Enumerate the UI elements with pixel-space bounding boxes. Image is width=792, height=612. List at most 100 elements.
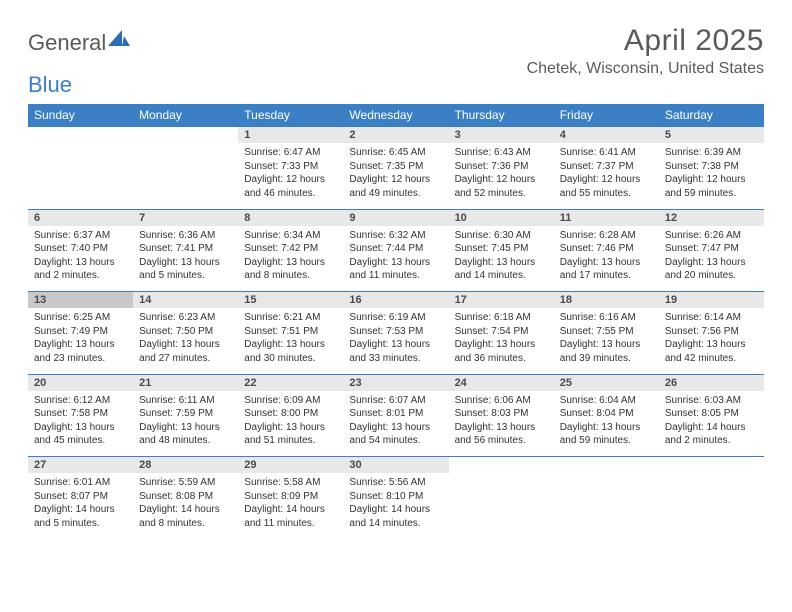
sunrise-line: Sunrise: 5:56 AM (349, 476, 442, 490)
day-number-cell: 15 (238, 292, 343, 309)
day-number-cell: 11 (554, 209, 659, 226)
day-number-cell (659, 457, 764, 474)
sunset-line: Sunset: 7:58 PM (34, 407, 127, 421)
day-number-cell (28, 127, 133, 144)
sunrise-line: Sunrise: 6:43 AM (455, 146, 548, 160)
daylight-line: Daylight: 13 hours and 51 minutes. (244, 421, 337, 448)
day-data-cell: Sunrise: 6:04 AMSunset: 8:04 PMDaylight:… (554, 391, 659, 457)
col-saturday: Saturday (659, 104, 764, 127)
day-number-cell: 13 (28, 292, 133, 309)
sunrise-line: Sunrise: 6:41 AM (560, 146, 653, 160)
sunrise-line: Sunrise: 6:45 AM (349, 146, 442, 160)
daylight-line: Daylight: 14 hours and 5 minutes. (34, 503, 127, 530)
day-number-cell: 7 (133, 209, 238, 226)
sunrise-line: Sunrise: 6:09 AM (244, 394, 337, 408)
sunset-line: Sunset: 7:42 PM (244, 242, 337, 256)
sunrise-line: Sunrise: 6:39 AM (665, 146, 758, 160)
logo-sail-icon (108, 30, 130, 48)
sunrise-line: Sunrise: 6:16 AM (560, 311, 653, 325)
sunset-line: Sunset: 7:59 PM (139, 407, 232, 421)
day-number-cell: 14 (133, 292, 238, 309)
daylight-line: Daylight: 12 hours and 49 minutes. (349, 173, 442, 200)
daylight-line: Daylight: 12 hours and 52 minutes. (455, 173, 548, 200)
daylight-line: Daylight: 14 hours and 14 minutes. (349, 503, 442, 530)
day-number-cell: 17 (449, 292, 554, 309)
sunset-line: Sunset: 8:10 PM (349, 490, 442, 504)
daylight-line: Daylight: 13 hours and 11 minutes. (349, 256, 442, 283)
day-number-cell (449, 457, 554, 474)
daylight-line: Daylight: 13 hours and 2 minutes. (34, 256, 127, 283)
day-data-cell: Sunrise: 6:41 AMSunset: 7:37 PMDaylight:… (554, 143, 659, 209)
day-number-cell: 20 (28, 374, 133, 391)
day-data-cell: Sunrise: 6:32 AMSunset: 7:44 PMDaylight:… (343, 226, 448, 292)
sunrise-line: Sunrise: 6:25 AM (34, 311, 127, 325)
logo-word1: General (28, 30, 106, 56)
day-header-row: Sunday Monday Tuesday Wednesday Thursday… (28, 104, 764, 127)
day-data-cell: Sunrise: 6:06 AMSunset: 8:03 PMDaylight:… (449, 391, 554, 457)
week-data-row: Sunrise: 6:12 AMSunset: 7:58 PMDaylight:… (28, 391, 764, 457)
daylight-line: Daylight: 13 hours and 39 minutes. (560, 338, 653, 365)
sunrise-line: Sunrise: 6:23 AM (139, 311, 232, 325)
day-data-cell: Sunrise: 6:28 AMSunset: 7:46 PMDaylight:… (554, 226, 659, 292)
sunrise-line: Sunrise: 6:11 AM (139, 394, 232, 408)
day-number-cell: 2 (343, 127, 448, 144)
day-data-cell: Sunrise: 6:19 AMSunset: 7:53 PMDaylight:… (343, 308, 448, 374)
week-number-row: 13141516171819 (28, 292, 764, 309)
day-number-cell: 24 (449, 374, 554, 391)
sunset-line: Sunset: 7:54 PM (455, 325, 548, 339)
day-data-cell: Sunrise: 6:43 AMSunset: 7:36 PMDaylight:… (449, 143, 554, 209)
daylight-line: Daylight: 12 hours and 46 minutes. (244, 173, 337, 200)
sunrise-line: Sunrise: 6:37 AM (34, 229, 127, 243)
week-data-row: Sunrise: 6:01 AMSunset: 8:07 PMDaylight:… (28, 473, 764, 539)
logo: General (28, 24, 130, 56)
col-wednesday: Wednesday (343, 104, 448, 127)
day-data-cell (28, 143, 133, 209)
sunset-line: Sunset: 7:51 PM (244, 325, 337, 339)
sunset-line: Sunset: 8:01 PM (349, 407, 442, 421)
week-data-row: Sunrise: 6:47 AMSunset: 7:33 PMDaylight:… (28, 143, 764, 209)
month-title: April 2025 (527, 24, 764, 58)
col-friday: Friday (554, 104, 659, 127)
sunrise-line: Sunrise: 6:18 AM (455, 311, 548, 325)
day-number-cell: 19 (659, 292, 764, 309)
sunrise-line: Sunrise: 6:06 AM (455, 394, 548, 408)
daylight-line: Daylight: 13 hours and 8 minutes. (244, 256, 337, 283)
sunset-line: Sunset: 7:33 PM (244, 160, 337, 174)
week-number-row: 27282930 (28, 457, 764, 474)
sunset-line: Sunset: 7:41 PM (139, 242, 232, 256)
daylight-line: Daylight: 13 hours and 56 minutes. (455, 421, 548, 448)
day-number-cell: 3 (449, 127, 554, 144)
sunrise-line: Sunrise: 6:04 AM (560, 394, 653, 408)
sunset-line: Sunset: 7:36 PM (455, 160, 548, 174)
day-data-cell: Sunrise: 6:23 AMSunset: 7:50 PMDaylight:… (133, 308, 238, 374)
week-number-row: 12345 (28, 127, 764, 144)
sunset-line: Sunset: 8:00 PM (244, 407, 337, 421)
day-data-cell: Sunrise: 6:47 AMSunset: 7:33 PMDaylight:… (238, 143, 343, 209)
daylight-line: Daylight: 13 hours and 48 minutes. (139, 421, 232, 448)
day-number-cell: 1 (238, 127, 343, 144)
day-number-cell: 21 (133, 374, 238, 391)
sunrise-line: Sunrise: 6:21 AM (244, 311, 337, 325)
daylight-line: Daylight: 14 hours and 8 minutes. (139, 503, 232, 530)
day-data-cell: Sunrise: 6:01 AMSunset: 8:07 PMDaylight:… (28, 473, 133, 539)
sunset-line: Sunset: 7:35 PM (349, 160, 442, 174)
day-data-cell (554, 473, 659, 539)
daylight-line: Daylight: 13 hours and 45 minutes. (34, 421, 127, 448)
sunset-line: Sunset: 8:03 PM (455, 407, 548, 421)
daylight-line: Daylight: 14 hours and 2 minutes. (665, 421, 758, 448)
daylight-line: Daylight: 13 hours and 33 minutes. (349, 338, 442, 365)
sunrise-line: Sunrise: 6:07 AM (349, 394, 442, 408)
day-number-cell: 8 (238, 209, 343, 226)
sunset-line: Sunset: 8:07 PM (34, 490, 127, 504)
day-data-cell: Sunrise: 6:03 AMSunset: 8:05 PMDaylight:… (659, 391, 764, 457)
day-data-cell: Sunrise: 5:58 AMSunset: 8:09 PMDaylight:… (238, 473, 343, 539)
logo-word2: Blue (28, 72, 72, 97)
day-data-cell (133, 143, 238, 209)
day-data-cell: Sunrise: 6:12 AMSunset: 7:58 PMDaylight:… (28, 391, 133, 457)
sunrise-line: Sunrise: 6:26 AM (665, 229, 758, 243)
day-number-cell: 22 (238, 374, 343, 391)
daylight-line: Daylight: 13 hours and 14 minutes. (455, 256, 548, 283)
sunset-line: Sunset: 8:05 PM (665, 407, 758, 421)
col-sunday: Sunday (28, 104, 133, 127)
day-data-cell: Sunrise: 6:16 AMSunset: 7:55 PMDaylight:… (554, 308, 659, 374)
